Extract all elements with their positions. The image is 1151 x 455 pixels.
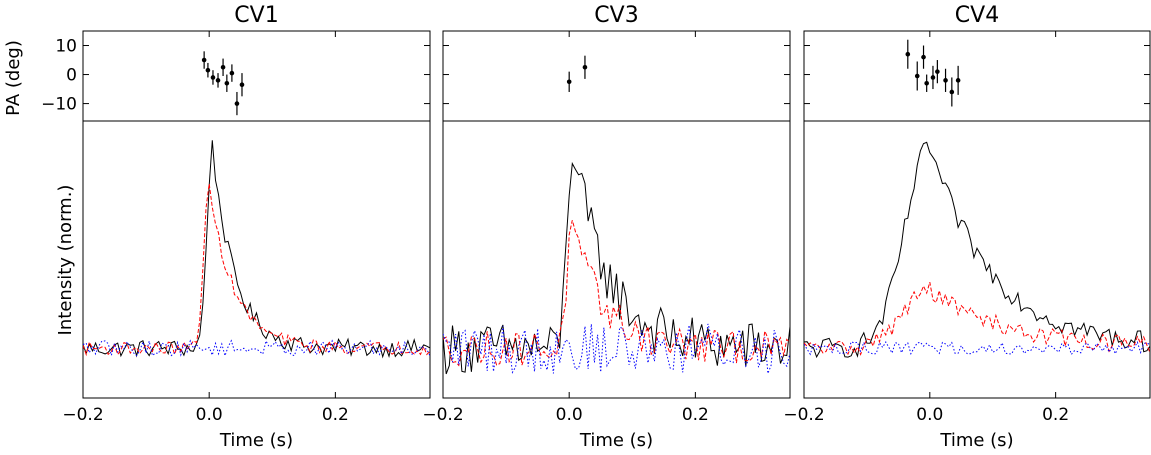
- pa-point: [234, 101, 240, 106]
- panel-title: CV4: [955, 3, 999, 28]
- xlabel: Time (s): [219, 430, 293, 451]
- xtick-label: −0.2: [422, 405, 463, 425]
- series-line-dotted: [443, 323, 790, 374]
- pa-point: [224, 80, 230, 86]
- pa-point: [582, 64, 588, 70]
- xtick-label: 0.2: [682, 405, 709, 425]
- pa-point: [949, 89, 955, 95]
- pa-axes-frame: [803, 30, 1151, 122]
- xtick-label: −0.2: [62, 405, 103, 425]
- intensity-axes-frame: [803, 120, 1151, 399]
- pa-point: [229, 70, 235, 76]
- pa-point: [943, 78, 948, 83]
- series-line-dashed: [804, 281, 1150, 356]
- pa-point: [921, 54, 926, 60]
- panel-cv1: CV1 10 0 −10 −0.2 0.0 0.2 Time (s): [41, 3, 431, 451]
- series-line-dashed: [83, 183, 430, 357]
- pa-point: [935, 69, 940, 74]
- pa-axes-frame: [82, 30, 431, 122]
- xtick-label: 0.2: [1042, 405, 1069, 425]
- pa-point: [239, 82, 245, 88]
- xtick-label: −0.2: [783, 405, 824, 425]
- series-line-dashed: [443, 220, 790, 367]
- series-line-dotted: [804, 340, 1150, 356]
- panel-title: CV1: [234, 3, 278, 28]
- pa-point: [220, 64, 226, 70]
- pa-point: [930, 75, 936, 80]
- xtick-label: 0.0: [916, 405, 943, 425]
- xtick-label: 0.0: [196, 405, 223, 425]
- pa-ytick-label: 10: [55, 37, 77, 57]
- xtick-label: 0.2: [322, 405, 349, 425]
- xlabel: Time (s): [939, 430, 1013, 451]
- pa-ytick-label: −10: [41, 95, 77, 115]
- pa-point: [914, 73, 920, 79]
- pa-point: [205, 67, 211, 73]
- intensity-axes-frame: [442, 120, 791, 399]
- pa-point: [905, 51, 911, 57]
- pa-point: [210, 75, 216, 80]
- pa-point: [201, 57, 207, 63]
- intensity-ylabel: Intensity (norm.): [55, 185, 76, 336]
- pa-ytick-label: 0: [66, 66, 77, 86]
- pa-point: [955, 78, 961, 83]
- panel-title: CV3: [594, 3, 638, 28]
- pa-point: [924, 80, 929, 86]
- pa-ylabel: PA (deg): [3, 40, 24, 116]
- series-line-solid: [443, 161, 790, 375]
- panel-cv3: CV3 −0.2 0.0 0.2 Time (s): [422, 3, 791, 451]
- series-line-solid: [83, 140, 430, 359]
- pa-point: [566, 79, 572, 85]
- pa-point: [215, 78, 221, 83]
- pa-axes-frame: [442, 30, 791, 122]
- series-line-solid: [804, 141, 1150, 359]
- panel-cv4: CV4 −0.2 0.0 0.2 Time (s): [783, 3, 1151, 451]
- xlabel: Time (s): [579, 430, 653, 451]
- xtick-label: 0.0: [556, 405, 583, 425]
- intensity-axes-frame: [82, 120, 431, 399]
